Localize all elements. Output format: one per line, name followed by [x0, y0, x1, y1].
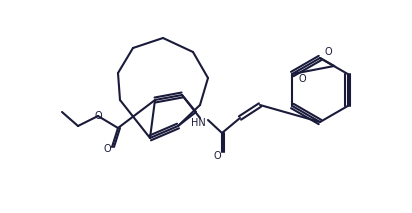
Text: HN: HN [191, 118, 205, 128]
Text: O: O [324, 47, 332, 57]
Text: O: O [94, 111, 102, 121]
Text: O: O [103, 144, 111, 154]
Text: O: O [298, 74, 306, 84]
Text: O: O [213, 151, 221, 161]
